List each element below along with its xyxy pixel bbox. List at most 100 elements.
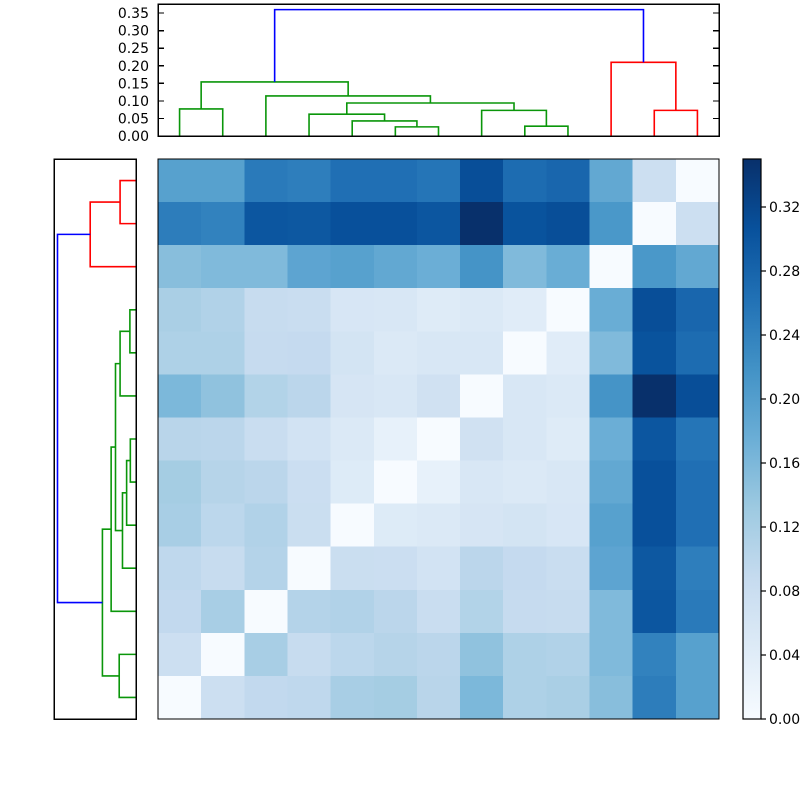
heatmap-cell [503,503,547,548]
heatmap-cell [546,331,591,375]
dendrogram-link [480,109,548,136]
heatmap-cell [503,202,547,246]
left-dendrogram [56,179,136,699]
heatmap-cell [416,202,461,246]
heatmap-cell [589,460,634,505]
heatmap-cell [632,589,677,634]
heatmap-cell [416,374,461,419]
heatmap-cell [373,417,418,462]
heatmap-cell [503,159,547,203]
heatmap-cell [158,374,202,419]
heatmap-cell [201,675,245,720]
heatmap-cell [330,589,375,634]
heatmap-cell [632,245,677,289]
heatmap-cell [158,417,202,462]
heatmap-cell [675,503,720,548]
heatmap-border [157,158,720,720]
dendrogram-link [265,95,432,136]
heatmap-cell [287,546,332,591]
heatmap-cell [589,288,634,332]
dendrogram-link [56,233,103,604]
dendrogram-link [89,201,136,268]
colorbar-tick-label: 0.16 [769,456,800,472]
heatmap-cell [546,288,591,332]
heatmap-cell [330,159,375,203]
distance-matrix-heatmap [158,159,720,720]
heatmap-cell [503,460,547,505]
heatmap-cell [330,460,375,505]
heatmap-cell [373,503,418,548]
heatmap-cell [416,675,461,720]
heatmap-cell [244,331,289,375]
heatmap-cell [503,417,547,462]
heatmap-cell [632,202,677,246]
heatmap-cell [503,374,547,419]
heatmap-cell [158,675,202,720]
heatmap-cell [416,632,461,677]
heatmap-cell [632,503,677,548]
dendrogram-link [610,61,677,136]
heatmap-cell [546,503,591,548]
heatmap-cell [158,245,202,289]
heatmap-cell [330,331,375,375]
heatmap-cell [675,675,720,720]
heatmap-cell [244,632,289,677]
heatmap-cell [675,374,720,419]
dendrogram-link [119,179,136,225]
colorbar [742,158,766,720]
heatmap-cell [287,331,332,375]
heatmap-cell [244,159,289,203]
colorbar-tick-label: 0.04 [769,648,800,664]
y-tick-label: 0.20 [118,59,149,75]
heatmap-cell [201,503,245,548]
colorbar-tick-label: 0.12 [769,520,800,536]
heatmap-cell [632,288,677,332]
heatmap-cell [330,546,375,591]
heatmap-cell [503,331,547,375]
heatmap-cell [546,417,591,462]
heatmap-cell [460,159,504,203]
heatmap-cell [373,632,418,677]
heatmap-cell [503,589,547,634]
heatmap-cell [416,159,461,203]
colorbar-tick-label: 0.28 [769,264,800,280]
heatmap-cell [330,675,375,720]
heatmap-cell [416,245,461,289]
heatmap-cell [632,632,677,677]
heatmap-cell [287,675,332,720]
colorbar-tick-label: 0.08 [769,584,800,600]
heatmap-cell [675,589,720,634]
heatmap-cell [675,632,720,677]
heatmap-cell [201,460,245,505]
heatmap-cell [373,288,418,332]
y-tick-label: 0.15 [118,76,149,92]
heatmap-cell [632,675,677,720]
heatmap-cell [675,245,720,289]
heatmap-cell [373,202,418,246]
dendrogram-link [653,109,699,136]
heatmap-cell [416,460,461,505]
left-axes-frame [53,158,137,720]
heatmap-cell [546,374,591,419]
heatmap-cell [503,288,547,332]
heatmap-cell [244,288,289,332]
heatmap-cell [675,202,720,246]
heatmap-cell [546,202,591,246]
heatmap-cell [373,331,418,375]
heatmap-cell [373,589,418,634]
heatmap-cell [244,546,289,591]
dendrogram-link [114,362,123,532]
top-dendrogram-tick-labels: 0.00 0.050.10 0.150.20 0.250.30 0.35 [118,6,149,145]
heatmap-cell [675,460,720,505]
dendrogram-link [129,308,136,354]
heatmap-cell [244,503,289,548]
heatmap-cell [589,159,634,203]
heatmap-cell [589,331,634,375]
colorbar-strip [743,159,761,719]
heatmap-cell [201,331,245,375]
heatmap-cell [373,374,418,419]
heatmap-cell [158,546,202,591]
heatmap-cell [244,202,289,246]
heatmap-cell [416,589,461,634]
